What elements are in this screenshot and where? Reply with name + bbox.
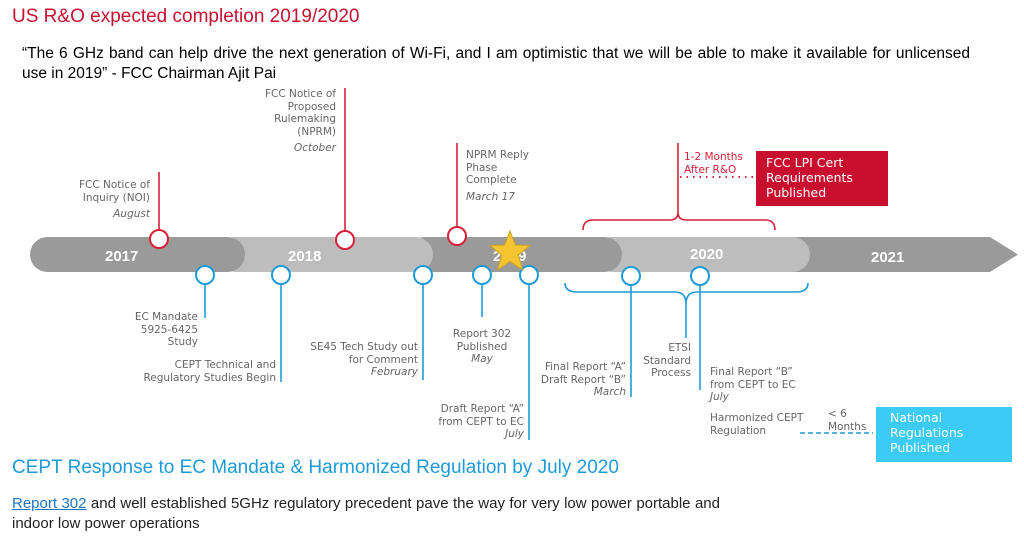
cept-event-ec-mandate: EC Mandate 5925-6425 Study xyxy=(134,311,198,348)
year-2018: 2018 xyxy=(288,248,322,265)
fcc-milestone-markers xyxy=(149,226,467,250)
fcc-lag-label: 1-2 Months After R&O xyxy=(684,151,743,176)
cept-milestone-markers xyxy=(195,265,710,286)
cept-event-final-a: Final Report “A” Draft Report “B” March xyxy=(540,361,626,398)
star-icon xyxy=(488,229,532,272)
fcc-lpi-cert-box: FCC LPI Cert Requirements Published xyxy=(756,151,888,206)
fcc-event-nprm: FCC Notice of Proposed Rulemaking (NPRM)… xyxy=(264,88,336,154)
fcc-lines xyxy=(158,88,776,231)
report-302-link[interactable]: Report 302 xyxy=(12,495,87,512)
cept-event-se45: SE45 Tech Study out for Comment February xyxy=(310,341,418,378)
fcc-event-nprm-reply: NPRM Reply Phase Complete March 17 xyxy=(466,149,529,203)
cept-event-report-302: Report 302 Published May xyxy=(452,328,512,365)
harmonized-cept-regulation: Harmonized CEPT Regulation xyxy=(710,412,804,437)
year-2020: 2020 xyxy=(690,246,724,263)
cept-event-studies-begin: CEPT Technical and Regulatory Studies Be… xyxy=(143,359,276,384)
quote: “The 6 GHz band can help drive the next … xyxy=(22,45,970,82)
section-heading: CEPT Response to EC Mandate & Harmonized… xyxy=(12,457,619,478)
lag-months-label: < 6 Months xyxy=(828,408,867,433)
etsi-standard-process: ETSI Standard Process xyxy=(643,342,691,379)
cept-event-draft-a: Draft Report “A” from CEPT to EC July xyxy=(438,403,524,440)
cept-event-final-b: Final Report “B” from CEPT to EC July xyxy=(710,366,796,403)
year-2021: 2021 xyxy=(871,249,905,266)
year-2017: 2017 xyxy=(105,248,139,265)
page-title: US R&O expected completion 2019/2020 xyxy=(12,6,360,27)
national-regulations-box: National Regulations Published xyxy=(876,407,1012,462)
fcc-event-noi: FCC Notice of Inquiry (NOI) August xyxy=(78,179,150,220)
summary-paragraph: Report 302 and well established 5GHz reg… xyxy=(12,495,720,532)
cept-lines xyxy=(204,282,873,440)
